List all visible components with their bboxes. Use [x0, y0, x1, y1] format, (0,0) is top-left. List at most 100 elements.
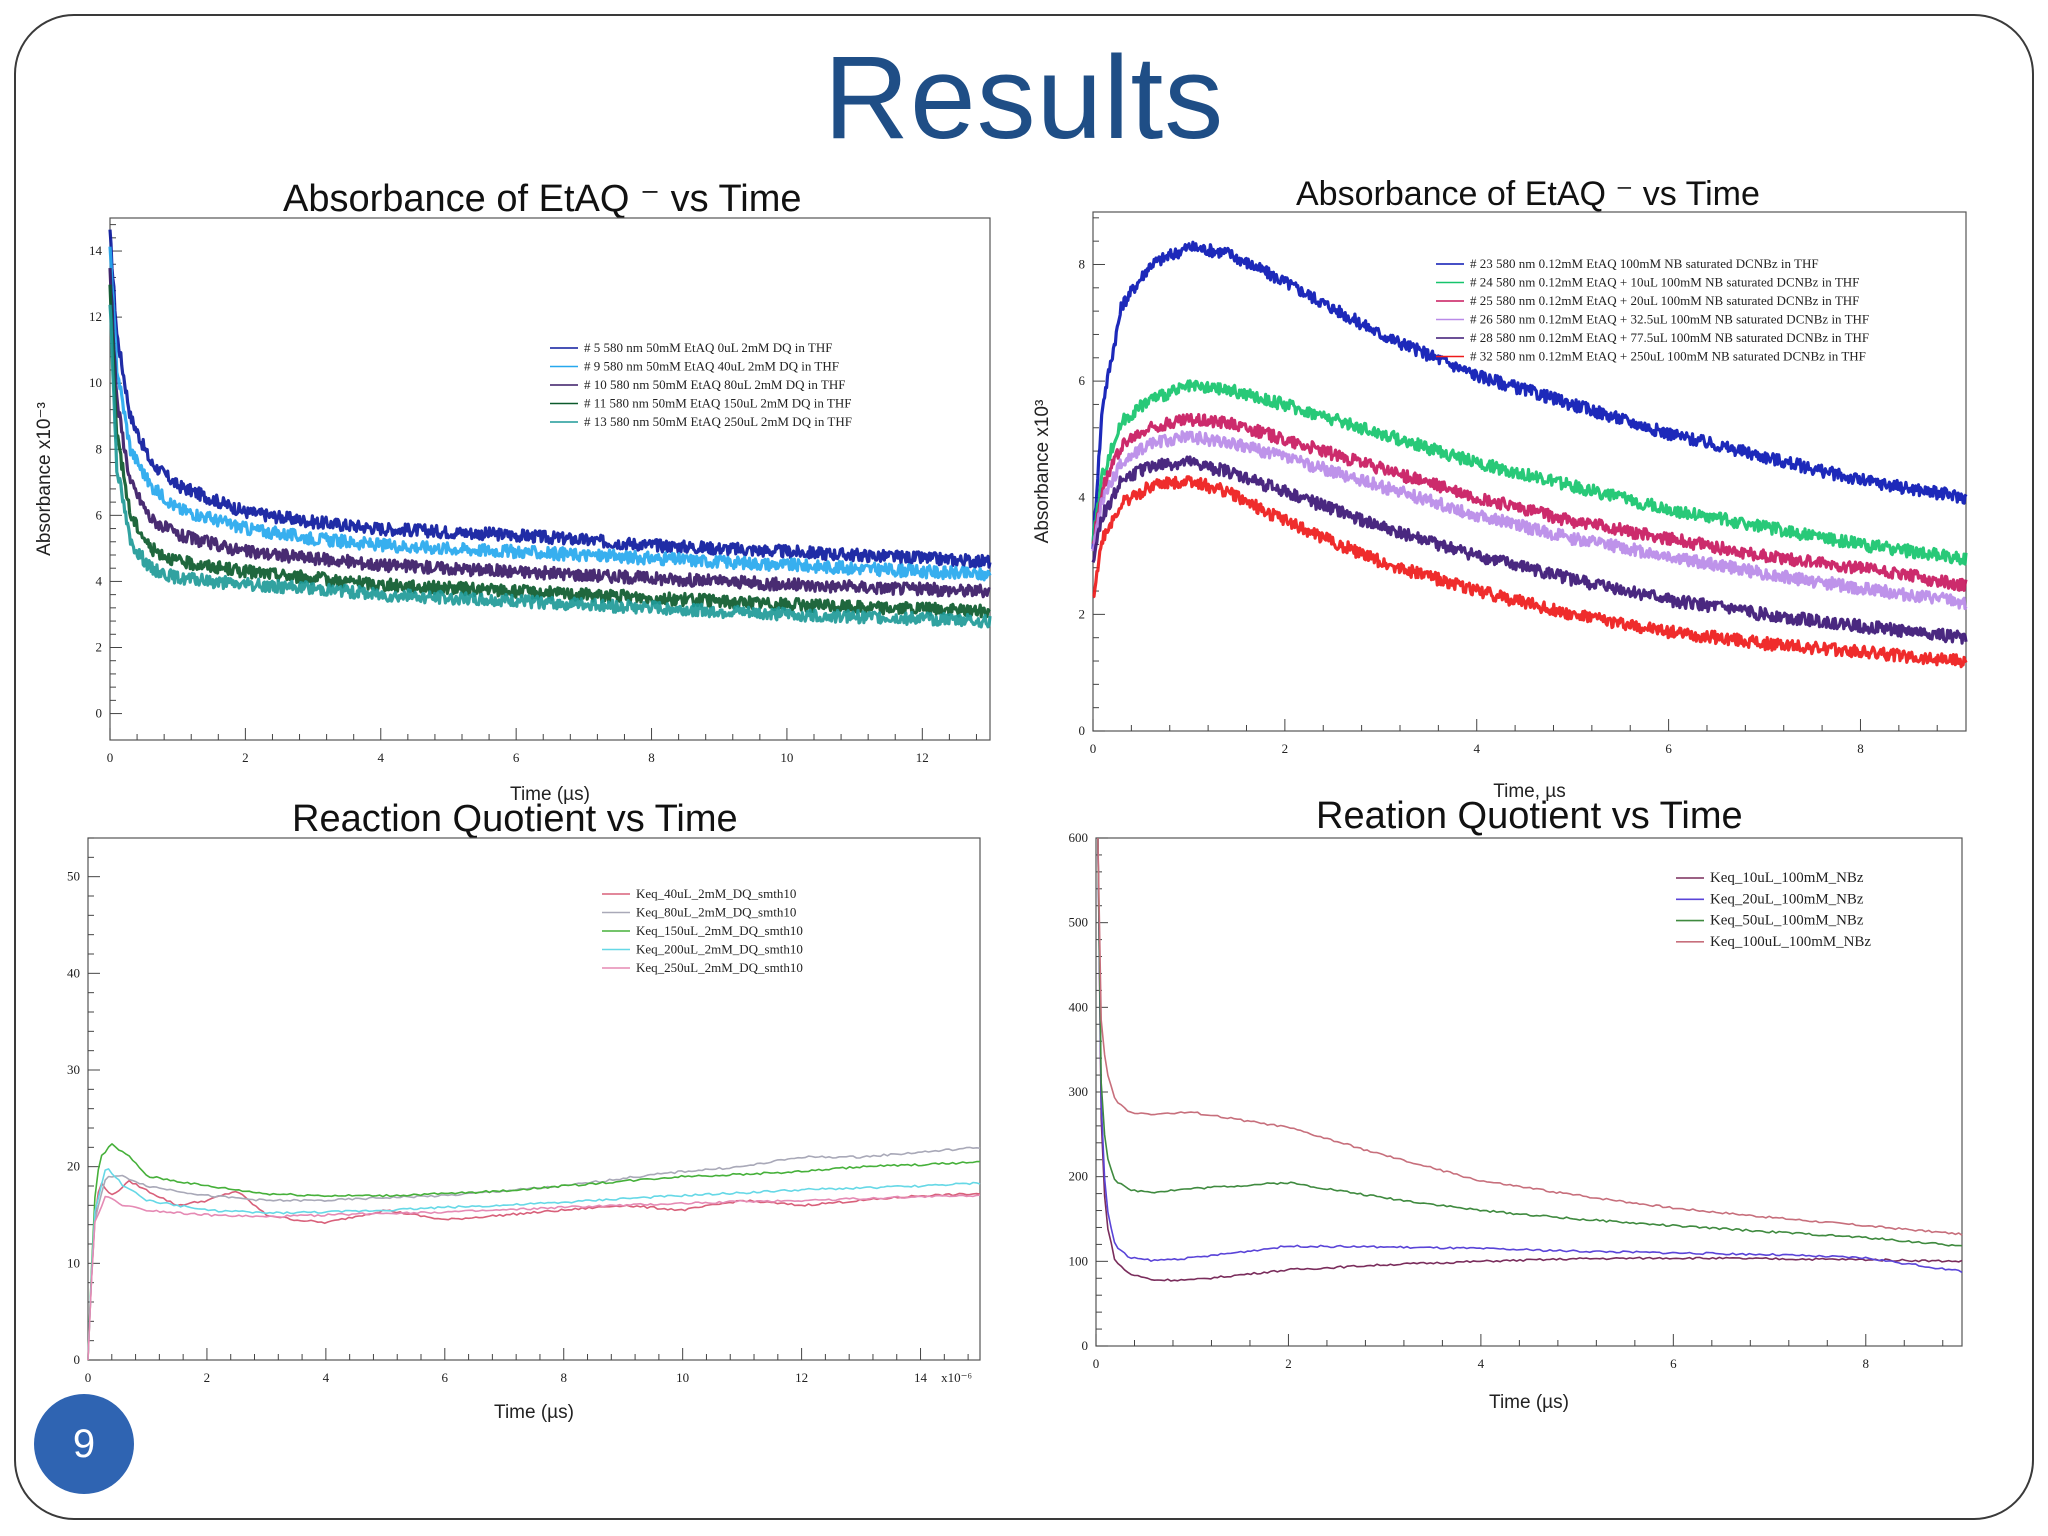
legend-entry: Keq_20uL_100mM_NBz	[1710, 891, 1864, 907]
legend-entry: Keq_250uL_2mM_DQ_smth10	[636, 960, 803, 975]
series-line	[108, 246, 992, 582]
plot-frame	[87, 837, 981, 1361]
legend-entry: Keq_100uL_100mM_NBz	[1710, 934, 1871, 950]
x-tick-label: 12	[795, 1370, 808, 1385]
y-tick-label: 500	[1069, 915, 1089, 930]
legend-entry: # 32 580 nm 0.12mM EtAQ + 250uL 100mM NB…	[1470, 349, 1866, 364]
series-line	[1097, 837, 1963, 1247]
series-line	[87, 1143, 980, 1360]
series-line	[108, 268, 991, 599]
y-tick-label: 4	[1079, 490, 1086, 505]
series-line	[1091, 240, 1968, 550]
x-tick-label: 2	[242, 750, 249, 765]
chart-1-title: Absorbance of EtAQ ⁻ vs Time	[283, 178, 802, 220]
x-tick-label: 8	[560, 1370, 567, 1385]
x-tick-label: 4	[323, 1370, 330, 1385]
x-tick-label: 8	[648, 750, 655, 765]
legend-entry: Keq_150uL_2mM_DQ_smth10	[636, 923, 803, 938]
chart-3-title: Reaction Quotient vs Time	[292, 798, 738, 840]
y-tick-label: 12	[89, 309, 102, 324]
series-line	[108, 229, 992, 569]
y-tick-label: 8	[1079, 256, 1086, 271]
chart-2-title: Absorbance of EtAQ ⁻ vs Time	[1296, 175, 1760, 213]
y-axis-label: Absorbance x10³	[1032, 400, 1053, 544]
y-tick-label: 10	[89, 375, 102, 390]
y-tick-label: 400	[1069, 999, 1089, 1014]
y-tick-label: 6	[96, 507, 103, 522]
series-line	[87, 1194, 981, 1361]
x-tick-label: 6	[1670, 1356, 1677, 1371]
legend-entry: # 23 580 nm 0.12mM EtAQ 100mM NB saturat…	[1470, 256, 1819, 271]
y-tick-label: 2	[96, 639, 103, 654]
series-line	[108, 284, 991, 619]
page-number-badge: 9	[34, 1394, 134, 1494]
series-line	[1091, 430, 1968, 611]
x-unit-note: x10⁻⁶	[941, 1370, 972, 1385]
legend-entry: # 28 580 nm 0.12mM EtAQ + 77.5uL 100mM N…	[1470, 330, 1869, 345]
y-tick-label: 200	[1069, 1169, 1089, 1184]
x-tick-label: 6	[442, 1370, 449, 1385]
x-tick-label: 2	[1282, 741, 1289, 756]
y-tick-label: 0	[1082, 1338, 1089, 1353]
legend-entry: Keq_10uL_100mM_NBz	[1710, 870, 1864, 886]
y-tick-label: 30	[67, 1062, 80, 1077]
y-tick-label: 4	[96, 573, 103, 588]
x-tick-label: 0	[107, 750, 114, 765]
y-tick-label: 0	[74, 1352, 81, 1367]
y-tick-label: 600	[1069, 830, 1089, 845]
legend-entry: # 26 580 nm 0.12mM EtAQ + 32.5uL 100mM N…	[1470, 312, 1869, 327]
legend-entry: # 24 580 nm 0.12mM EtAQ + 10uL 100mM NB …	[1470, 275, 1859, 290]
y-tick-label: 10	[67, 1255, 80, 1270]
legend-entry: # 25 580 nm 0.12mM EtAQ + 20uL 100mM NB …	[1470, 293, 1859, 308]
series-line	[108, 304, 992, 629]
series-line	[1091, 379, 1968, 566]
x-tick-label: 2	[204, 1370, 211, 1385]
series-line	[1091, 455, 1968, 645]
x-axis-label: Time (µs)	[1489, 1392, 1569, 1413]
y-tick-label: 20	[67, 1159, 80, 1174]
plot-frame	[109, 217, 991, 741]
y-tick-label: 0	[96, 706, 103, 721]
y-tick-label: 8	[96, 441, 103, 456]
x-axis-label: Time (µs)	[510, 784, 590, 805]
legend-entry: # 5 580 nm 50mM EtAQ 0uL 2mM DQ in THF	[584, 340, 832, 355]
series-line	[1091, 412, 1968, 592]
x-tick-label: 6	[513, 750, 520, 765]
series-line	[1097, 837, 1963, 1236]
x-tick-label: 4	[1478, 1356, 1485, 1371]
x-tick-label: 0	[85, 1370, 92, 1385]
x-tick-label: 4	[1473, 741, 1480, 756]
x-tick-label: 2	[1285, 1356, 1292, 1371]
x-tick-label: 6	[1665, 741, 1672, 756]
series-line	[87, 1179, 981, 1361]
x-axis-label: Time (µs)	[494, 1402, 574, 1423]
y-tick-label: 40	[67, 965, 80, 980]
y-tick-label: 0	[1079, 723, 1086, 738]
legend-entry: Keq_50uL_100mM_NBz	[1710, 913, 1864, 929]
series-line	[1092, 475, 1968, 669]
slide-title: Results	[823, 32, 1225, 164]
plot-frame	[1095, 837, 1963, 1347]
legend-entry: # 10 580 nm 50mM EtAQ 80uL 2mM DQ in THF	[584, 377, 845, 392]
x-tick-label: 0	[1090, 741, 1097, 756]
series-line	[87, 1168, 981, 1360]
legend-entry: # 11 580 nm 50mM EtAQ 150uL 2mM DQ in TH…	[584, 396, 851, 411]
x-tick-label: 0	[1093, 1356, 1100, 1371]
y-tick-label: 50	[67, 869, 80, 884]
legend-entry: Keq_80uL_2mM_DQ_smth10	[636, 905, 796, 920]
x-tick-label: 8	[1863, 1356, 1870, 1371]
y-axis-label: Absorbance x10⁻³	[34, 402, 55, 556]
legend-entry: # 13 580 nm 50mM EtAQ 250uL 2mM DQ in TH…	[584, 414, 852, 429]
x-tick-label: 8	[1857, 741, 1864, 756]
y-tick-label: 100	[1069, 1253, 1089, 1268]
series-line	[1097, 838, 1963, 1274]
y-tick-label: 2	[1079, 606, 1086, 621]
y-tick-label: 14	[89, 243, 103, 258]
x-tick-label: 10	[780, 750, 793, 765]
y-tick-label: 300	[1069, 1084, 1089, 1099]
x-tick-label: 12	[916, 750, 929, 765]
